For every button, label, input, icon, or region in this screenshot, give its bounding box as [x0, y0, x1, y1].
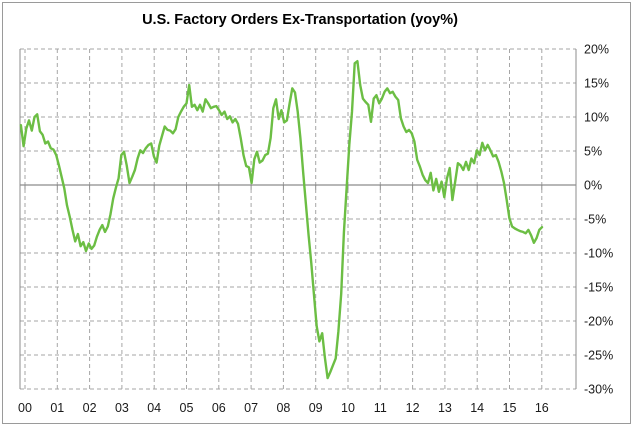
x-axis-tick-label: 03 — [115, 401, 129, 415]
figure-border — [2, 2, 631, 424]
x-axis-tick-label: 12 — [406, 401, 420, 415]
y-axis-tick-label: -5% — [584, 213, 606, 227]
y-axis-tick-label: 20% — [584, 43, 609, 57]
x-axis-tick-label: 05 — [180, 401, 194, 415]
y-axis-tick-label: 5% — [584, 145, 602, 159]
x-axis-tick-label: 02 — [83, 401, 97, 415]
factory-orders-line — [19, 60, 544, 380]
x-axis-tick-label: 11 — [374, 401, 387, 415]
data-series — [19, 60, 544, 380]
y-axis-tick-label: 0% — [584, 179, 602, 193]
x-axis-tick-label: 08 — [276, 401, 290, 415]
y-axis-tick-label: 15% — [584, 77, 609, 91]
y-axis-labels: 20% 15% 10% 5% 0% -5% -10% -15% -20% -25% -30% — [584, 43, 613, 397]
x-axis-tick-label: 04 — [147, 401, 161, 415]
x-axis-tick-label: 16 — [535, 401, 549, 415]
x-axis-tick-label: 13 — [438, 401, 452, 415]
x-axis-tick-label: 01 — [50, 401, 64, 415]
y-axis-tick-label: -10% — [584, 247, 613, 261]
x-axis-tick-label: 14 — [470, 401, 484, 415]
x-axis-labels: 00 01 02 03 04 05 06 07 08 09 10 11 12 13 14 15 16 — [18, 401, 549, 415]
horizontal-gridlines — [20, 48, 576, 390]
x-axis-tick-label: 10 — [341, 401, 355, 415]
x-axis-tick-label: 15 — [503, 401, 517, 415]
y-axis-tick-label: -30% — [584, 383, 613, 397]
x-axis-tick-label: 00 — [18, 401, 32, 415]
x-axis-tick-label: 09 — [309, 401, 323, 415]
y-axis-tick-label: -20% — [584, 315, 613, 329]
y-axis-tick-label: -15% — [584, 281, 613, 295]
x-axis-tick-label: 07 — [244, 401, 258, 415]
y-axis-tick-label: -25% — [584, 349, 613, 363]
chart-title: U.S. Factory Orders Ex-Transportation (y… — [142, 12, 458, 28]
y-axis-tick-label: 10% — [584, 111, 609, 125]
x-axis-tick-label: 06 — [212, 401, 226, 415]
